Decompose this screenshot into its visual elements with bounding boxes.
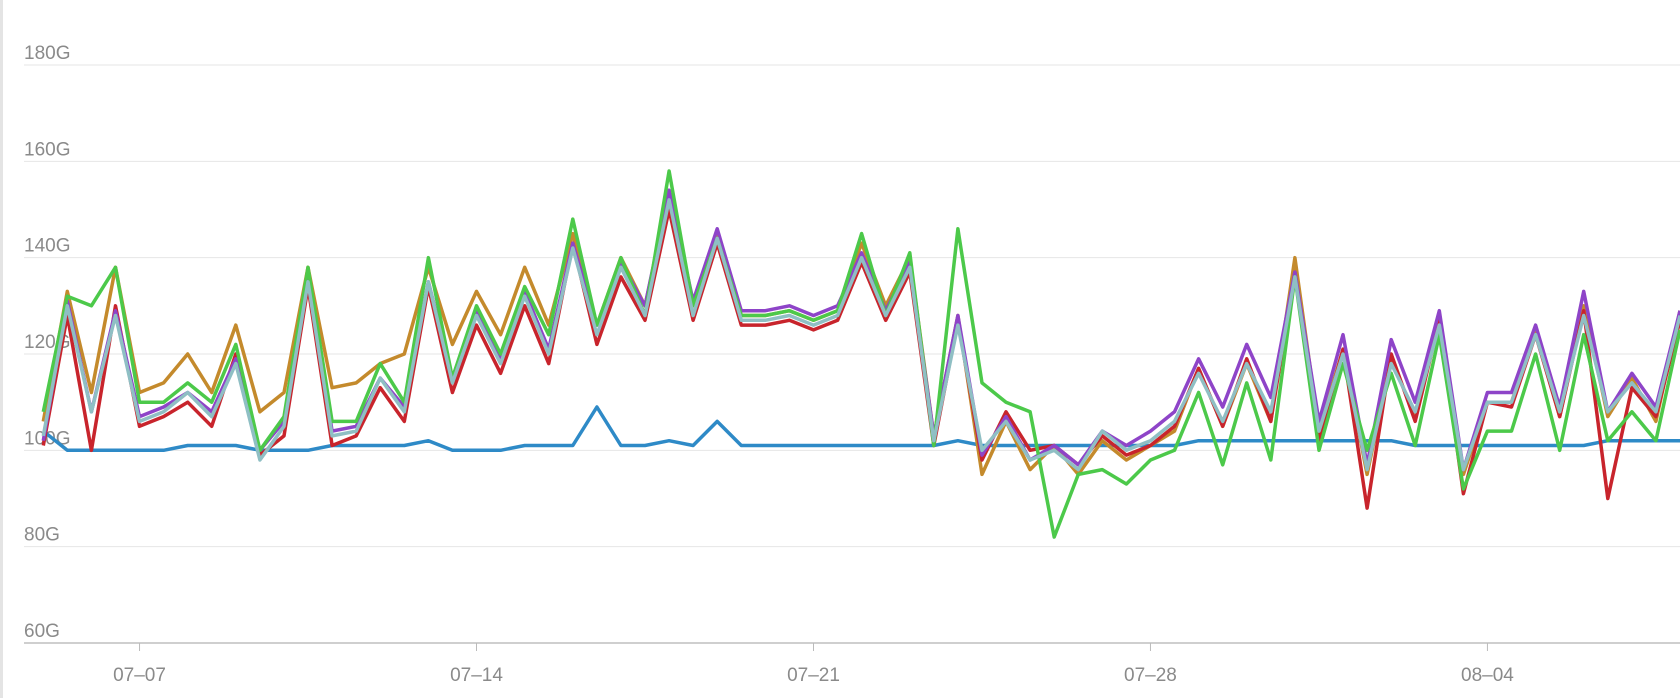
- series-line: [41, 169, 1680, 539]
- x-tick-label: 07–28: [1124, 665, 1177, 686]
- y-tick-label: 180G: [24, 43, 70, 64]
- series-line: [41, 198, 1680, 472]
- y-tick-label: 80G: [24, 525, 60, 546]
- x-tick-label: 08–04: [1461, 665, 1514, 686]
- series-line: [42, 405, 1680, 453]
- y-tick-label: 140G: [24, 236, 70, 257]
- left-border: [0, 0, 3, 698]
- x-tick-label: 07–07: [113, 665, 166, 686]
- y-tick-label: 160G: [24, 139, 70, 160]
- x-tick-label: 07–14: [450, 665, 503, 686]
- x-tick-label: 07–21: [787, 665, 840, 686]
- y-tick-label: 60G: [24, 621, 60, 642]
